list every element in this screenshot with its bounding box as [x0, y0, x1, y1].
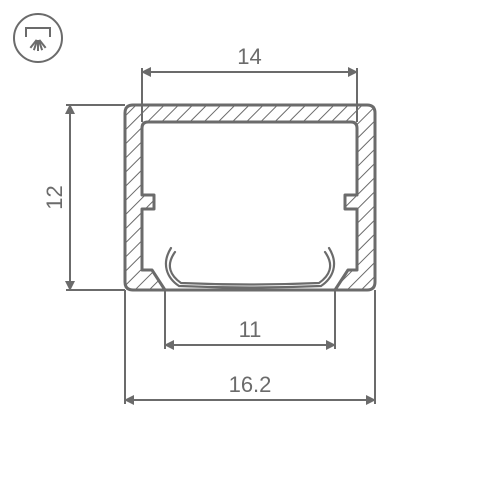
dimension-label-12: 12	[42, 185, 67, 209]
dimension-label-16-2: 16.2	[229, 372, 272, 397]
diffuser-lens	[166, 248, 334, 288]
profile-cross-section-drawing: 14 12 11 16.2	[0, 0, 500, 500]
dimension-label-14: 14	[237, 44, 261, 69]
dimension-left-12: 12	[42, 105, 125, 290]
dimension-bottom-11: 11	[165, 290, 335, 349]
dimension-bottom-16-2: 16.2	[125, 290, 375, 404]
dimension-label-11: 11	[239, 317, 262, 342]
extrusion-profile	[125, 105, 375, 290]
downlight-icon	[14, 14, 62, 62]
